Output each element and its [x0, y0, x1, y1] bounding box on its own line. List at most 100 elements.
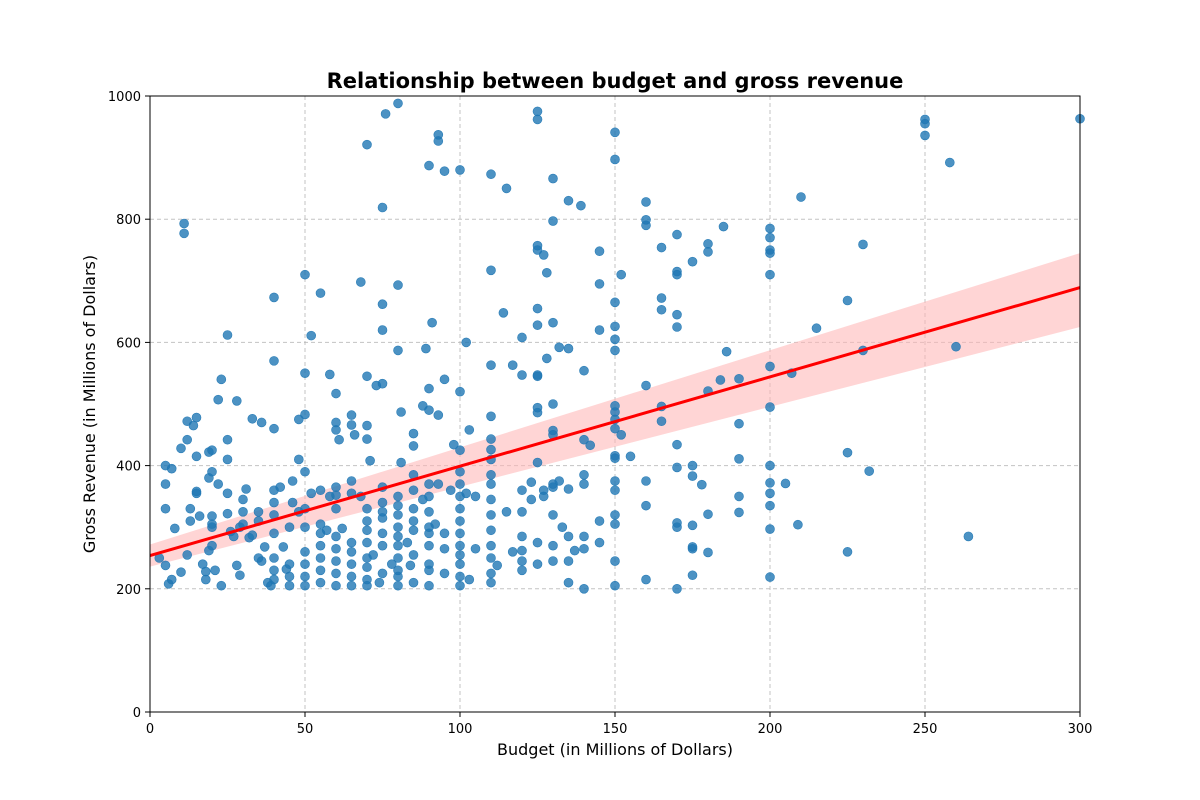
data-point	[526, 494, 537, 505]
data-point	[216, 580, 227, 591]
data-point	[486, 444, 496, 455]
data-point	[486, 411, 496, 422]
data-point	[842, 547, 853, 557]
data-point	[616, 269, 627, 280]
data-point	[718, 221, 729, 232]
data-point	[222, 330, 233, 340]
data-point	[594, 246, 605, 257]
data-point	[687, 542, 698, 552]
data-point	[641, 476, 651, 486]
data-point	[315, 288, 326, 298]
data-point	[380, 109, 391, 119]
data-point	[842, 295, 853, 306]
data-point	[687, 460, 698, 471]
data-point	[408, 525, 419, 536]
data-point	[563, 343, 574, 354]
data-point	[377, 497, 388, 508]
data-point	[439, 374, 450, 385]
data-point	[386, 559, 397, 569]
data-point	[396, 457, 406, 468]
data-point	[284, 580, 295, 591]
data-point	[408, 428, 419, 439]
chart-title: Relationship between budget and gross re…	[327, 69, 904, 93]
data-point	[532, 407, 543, 418]
data-point	[486, 479, 496, 489]
data-point	[734, 373, 744, 384]
data-point	[920, 130, 930, 141]
data-point	[160, 560, 171, 571]
data-point	[672, 462, 682, 473]
data-point	[287, 476, 298, 486]
data-point	[293, 454, 304, 465]
x-tick-label: 300	[1068, 722, 1093, 737]
data-point	[337, 523, 348, 534]
x-tick-label: 0	[146, 722, 154, 737]
data-point	[207, 511, 217, 521]
data-point	[213, 479, 223, 489]
data-point	[464, 574, 475, 585]
data-point	[216, 374, 227, 385]
data-point	[594, 279, 605, 289]
data-point	[346, 410, 357, 420]
data-point	[486, 540, 496, 551]
data-point	[182, 434, 192, 445]
data-point	[222, 508, 233, 519]
data-point	[517, 565, 527, 576]
data-point	[424, 506, 434, 517]
data-point	[765, 361, 775, 372]
data-point	[579, 583, 589, 594]
data-point	[439, 528, 450, 539]
data-point	[222, 488, 233, 499]
data-point	[362, 420, 372, 431]
data-point	[247, 413, 258, 424]
data-point	[672, 583, 682, 594]
data-point	[610, 423, 620, 434]
data-point	[176, 567, 186, 577]
data-point	[579, 365, 589, 376]
data-point	[331, 482, 341, 492]
data-point	[532, 303, 543, 314]
data-point	[346, 571, 357, 582]
data-point	[672, 229, 682, 240]
data-point	[486, 553, 496, 563]
data-point	[207, 519, 217, 529]
data-point	[734, 491, 744, 502]
data-point	[486, 360, 496, 370]
data-point	[864, 466, 875, 476]
x-tick-label: 100	[448, 722, 473, 737]
data-point	[377, 540, 388, 551]
data-point	[222, 434, 233, 445]
data-point	[377, 506, 388, 517]
y-tick-label: 600	[116, 336, 141, 351]
data-point	[541, 267, 552, 278]
data-point	[445, 485, 456, 496]
data-point	[672, 269, 682, 280]
data-point	[349, 429, 360, 440]
data-point	[362, 434, 372, 444]
data-point	[703, 509, 713, 520]
data-point	[526, 477, 537, 488]
data-point	[439, 543, 450, 554]
data-point	[346, 537, 357, 548]
data-point	[579, 434, 589, 445]
data-point	[563, 577, 574, 588]
data-point	[166, 574, 177, 585]
data-point	[532, 106, 543, 117]
data-point	[672, 309, 682, 320]
data-point	[253, 506, 264, 517]
data-point	[331, 388, 341, 399]
data-point	[944, 157, 955, 168]
data-point	[780, 478, 791, 489]
data-point	[393, 510, 403, 520]
data-point	[377, 568, 388, 579]
data-point	[269, 574, 279, 585]
data-point	[433, 410, 444, 420]
data-point	[331, 568, 341, 579]
data-point	[842, 447, 853, 458]
data-point	[532, 457, 543, 468]
data-point	[579, 479, 589, 489]
data-point	[368, 550, 379, 560]
data-point	[715, 375, 726, 385]
y-tick-label: 800	[116, 213, 141, 228]
data-point	[765, 572, 775, 582]
